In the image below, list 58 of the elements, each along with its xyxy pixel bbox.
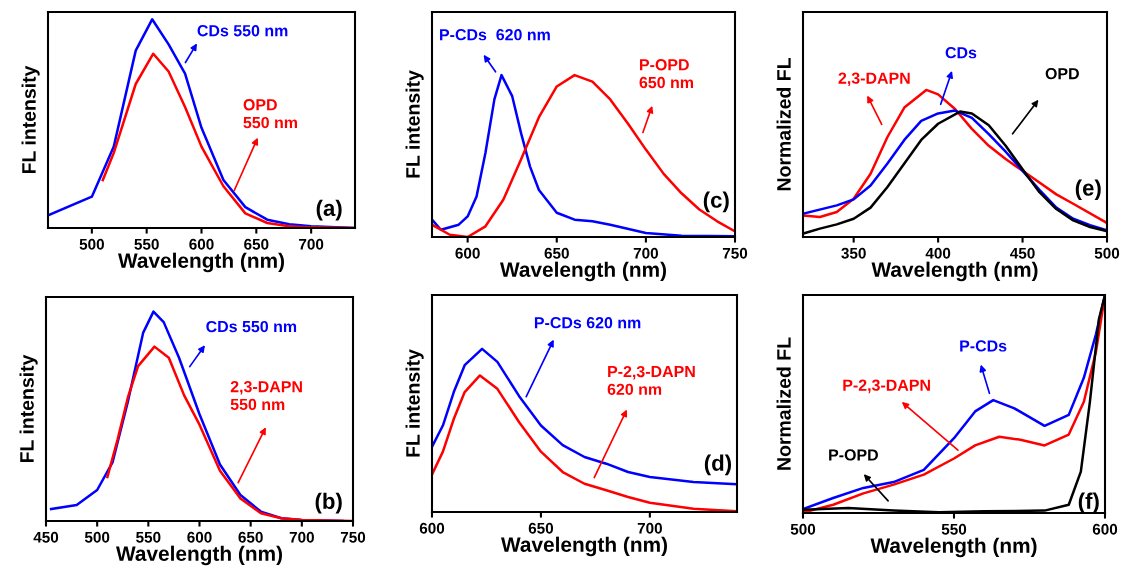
x-tick-label: 600 bbox=[419, 522, 445, 534]
x-tick-label: 500 bbox=[1094, 247, 1120, 259]
annotation: P-2,3-DAPN bbox=[843, 379, 930, 394]
annotation: P-OPD bbox=[829, 449, 878, 461]
x-axis-title: Wavelength (nm) bbox=[116, 545, 282, 566]
y-axis-title: FL intensity bbox=[21, 65, 40, 174]
y-axis-title: Normalized FL bbox=[776, 58, 791, 191]
x-tick-label: 650 bbox=[528, 522, 554, 534]
annotation: (d) bbox=[704, 454, 732, 476]
x-tick-label: 700 bbox=[299, 238, 324, 250]
x-tick-label: 650 bbox=[244, 238, 269, 250]
annotation: CDs 550 nm bbox=[197, 25, 288, 37]
text: OPD bbox=[1045, 67, 1079, 80]
x-tick-label: 550 bbox=[136, 531, 161, 543]
text: 2,3-DAPN bbox=[838, 72, 910, 87]
x-tick-label: 450 bbox=[1010, 247, 1035, 259]
x-axis-title: Wavelength (nm) bbox=[870, 537, 1037, 558]
x-tick-label: 550 bbox=[134, 238, 159, 250]
annotation: (a) bbox=[316, 199, 342, 221]
x-tick-label: 750 bbox=[722, 247, 748, 259]
x-tick-label: 450 bbox=[33, 531, 59, 543]
annotation: (c) bbox=[703, 191, 729, 213]
x-tick-label: 650 bbox=[544, 247, 569, 259]
y-axis-title: Normalized FL bbox=[776, 337, 791, 470]
annotation: P-OPD 650 nm bbox=[639, 59, 693, 89]
y-axis-title: FL intensity bbox=[405, 349, 424, 457]
x-axis-title: Wavelength (nm) bbox=[500, 261, 666, 282]
x-tick-label: 500 bbox=[79, 238, 104, 250]
x-tick-label: 600 bbox=[1092, 523, 1118, 535]
x-tick-label: 700 bbox=[633, 247, 658, 259]
x-tick-label: 700 bbox=[289, 531, 314, 543]
x-tick-label: 750 bbox=[340, 531, 366, 543]
annotation: CDs 550 nm bbox=[206, 320, 297, 333]
y-axis-title: FL intensity bbox=[19, 354, 38, 463]
x-tick-label: 350 bbox=[841, 247, 866, 259]
text: P-CDs 620 nm bbox=[440, 29, 550, 41]
text: CDs bbox=[945, 47, 977, 59]
x-tick-label: 700 bbox=[637, 522, 662, 534]
annotation: (f) bbox=[1078, 492, 1099, 514]
x-tick-label: 550 bbox=[941, 523, 967, 535]
annotation: OPD 550 nm bbox=[243, 99, 297, 129]
y-axis-title: FL intensity bbox=[405, 70, 424, 178]
text: P-CDs 620 nm bbox=[534, 317, 641, 329]
annotation: P-2,3-DAPN 620 nm bbox=[607, 365, 695, 395]
x-tick-label: 600 bbox=[455, 247, 480, 259]
annotation: (e) bbox=[1075, 179, 1101, 201]
x-axis-title: Wavelength (nm) bbox=[871, 261, 1038, 282]
x-tick-label: 500 bbox=[790, 523, 816, 535]
x-tick-label: 650 bbox=[238, 531, 263, 543]
x-tick-label: 500 bbox=[84, 531, 110, 543]
annotation: 2,3-DAPN 550 nm bbox=[230, 380, 302, 411]
annotation: (b) bbox=[315, 492, 342, 514]
x-axis-title: Wavelength (nm) bbox=[118, 252, 284, 273]
x-tick-label: 400 bbox=[925, 247, 951, 259]
x-axis-title: Wavelength (nm) bbox=[501, 536, 667, 557]
annotation: P-CDs bbox=[960, 340, 1007, 352]
x-tick-label: 600 bbox=[189, 238, 214, 250]
x-tick-label: 600 bbox=[187, 531, 212, 543]
